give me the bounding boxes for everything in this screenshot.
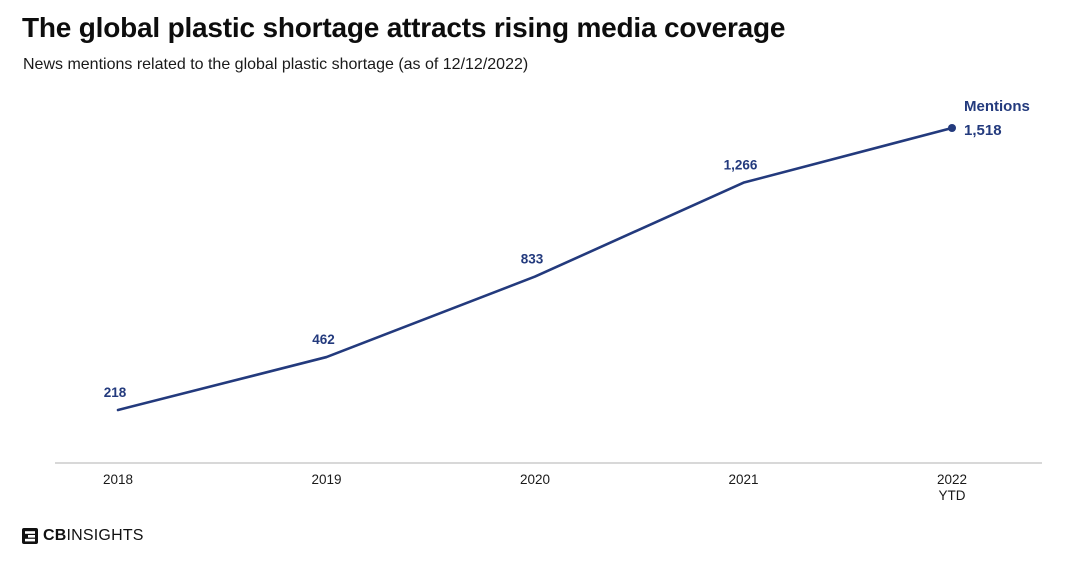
x-tick-label: 2020 [520, 472, 550, 487]
end-value-label: 1,518 [964, 122, 1002, 139]
x-tick-label: 2019 [311, 472, 341, 487]
trend-line [116, 126, 954, 412]
x-tick-label: 2018 [103, 472, 133, 487]
x-tick-label: 2022 YTD [937, 472, 967, 503]
logo-insights: INSIGHTS [66, 527, 144, 544]
data-point-label: 218 [104, 385, 127, 400]
page-title: The global plastic shortage attracts ris… [22, 12, 786, 43]
page-subtitle: News mentions related to the global plas… [23, 56, 529, 73]
series-label: Mentions [964, 98, 1030, 115]
x-tick-label: 2021 [728, 472, 758, 487]
cbinsights-logo-text: CBINSIGHTS [43, 527, 144, 545]
cbinsights-logo: CBINSIGHTS [22, 527, 144, 545]
end-point-marker [948, 124, 956, 132]
cbinsights-logo-icon [22, 528, 38, 544]
data-point-label: 462 [312, 332, 335, 347]
logo-cb: CB [43, 527, 67, 544]
data-point-label: 833 [521, 252, 544, 267]
data-point-label: 1,266 [724, 158, 758, 173]
